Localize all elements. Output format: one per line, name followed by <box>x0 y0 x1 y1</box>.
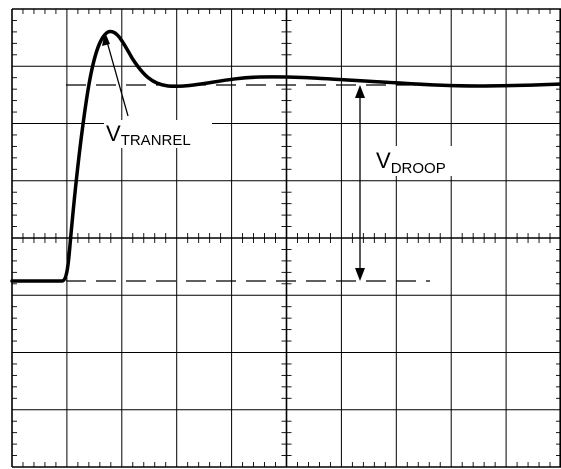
droop-label-background <box>374 146 460 176</box>
droop-label: VDROOP <box>376 148 446 177</box>
tranrel-label-background <box>104 120 212 148</box>
response-waveform <box>10 29 561 283</box>
droop-label-subscript: DROOP <box>391 160 446 177</box>
droop-label-main: V <box>376 148 391 173</box>
tranrel-label-subscript: TRANREL <box>121 132 191 149</box>
droop-arrowhead-top <box>355 85 365 98</box>
tranrel-label-main: V <box>106 121 121 146</box>
tranrel-pointer-line <box>105 37 129 117</box>
droop-arrowhead-bottom <box>355 268 365 281</box>
tranrel-pointer-arrowhead <box>102 32 110 46</box>
tranrel-label: VTRANREL <box>106 121 191 149</box>
